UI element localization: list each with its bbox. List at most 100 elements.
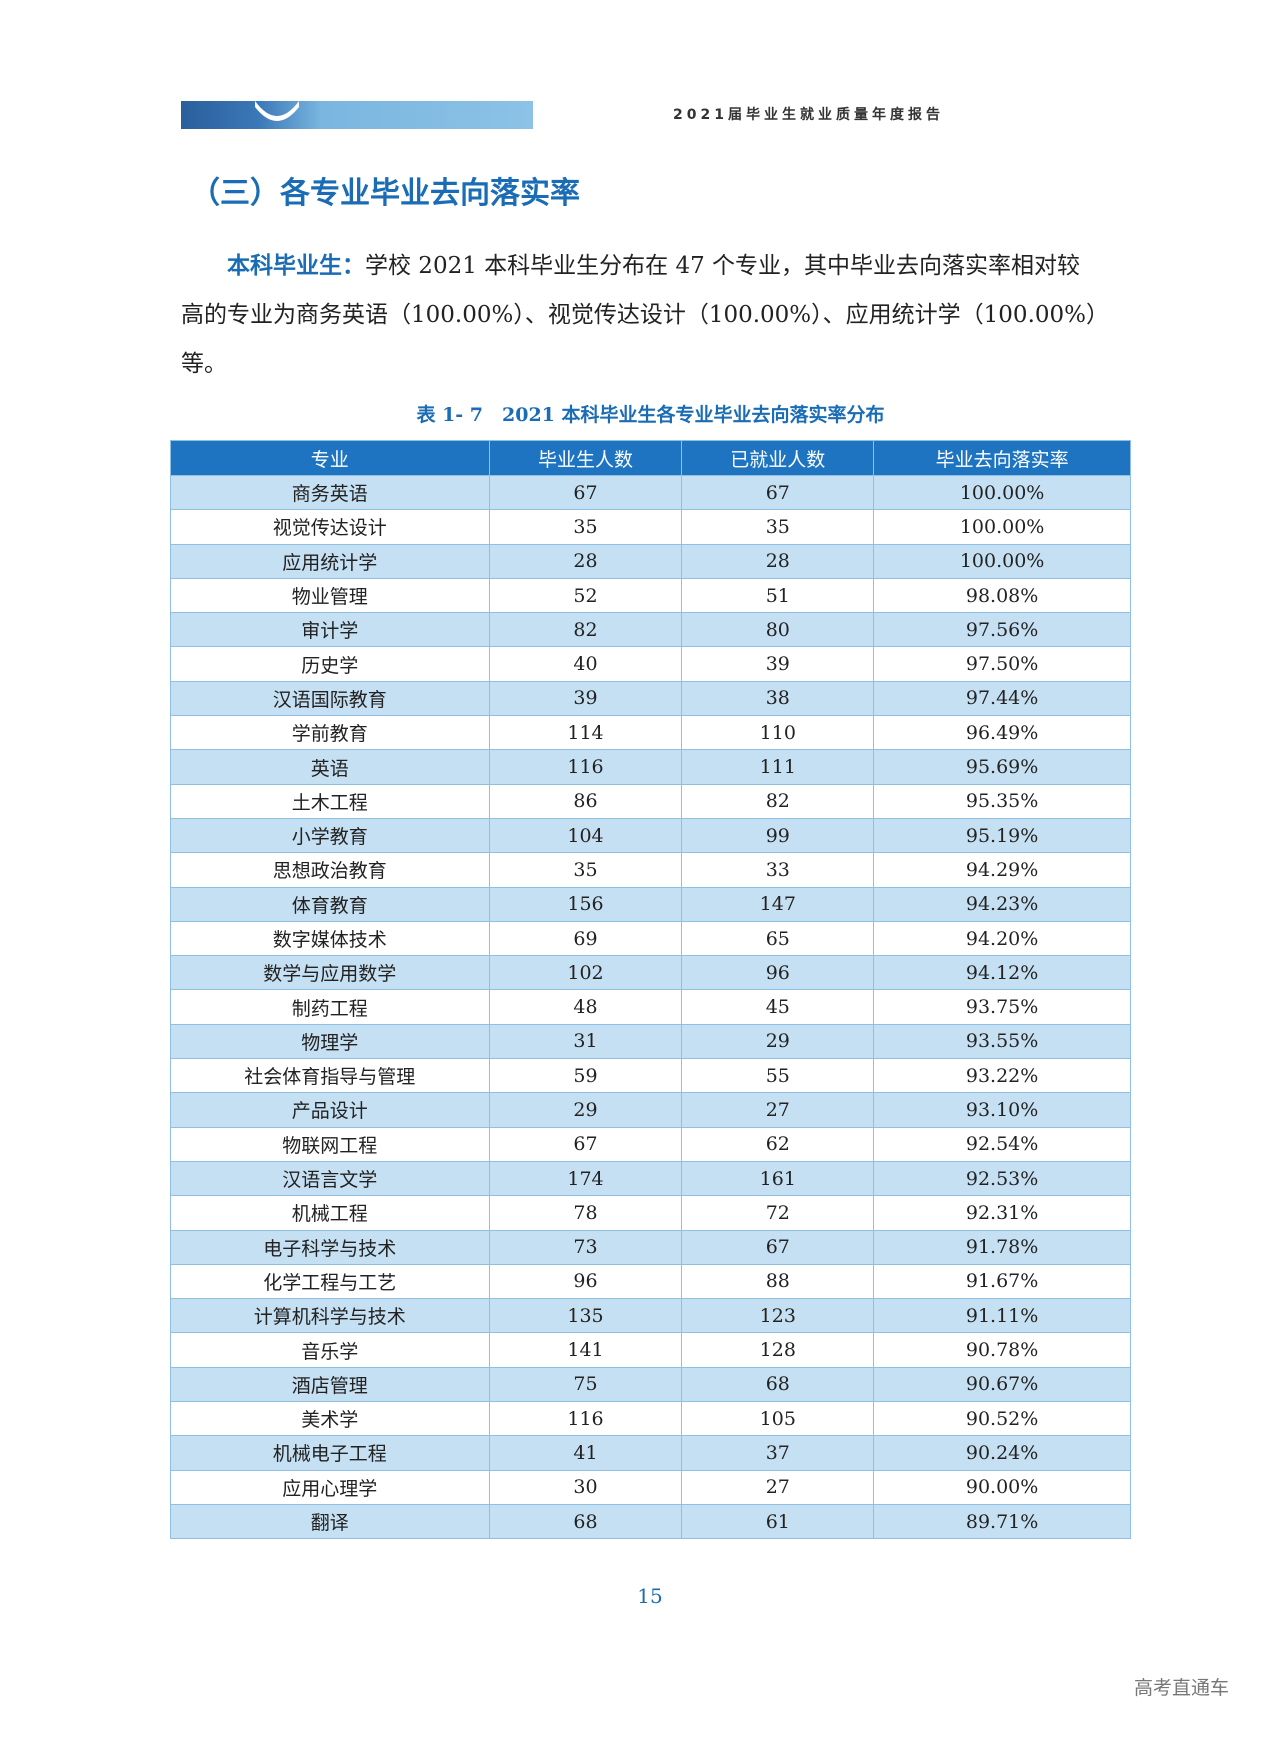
table-cell: 123 <box>681 1298 875 1334</box>
table-cell: 机械工程 <box>170 1195 490 1231</box>
table-cell: 111 <box>681 749 875 785</box>
table-cell: 59 <box>488 1058 683 1094</box>
table-row: 应用心理学 30 27 90.00% <box>170 1469 1131 1505</box>
table-cell: 94.23% <box>873 886 1131 922</box>
table-cell: 29 <box>681 1023 875 1060</box>
table-body: 商务英语 67 67 100.00% 视觉传达设计 35 35 100.00% 应用统计学 28 2… <box>170 474 1131 1540</box>
table-cell: 38 <box>681 680 875 717</box>
table-cell: 86 <box>488 783 683 819</box>
table-row: 物联网工程 67 62 92.54% <box>170 1126 1131 1162</box>
table-cell: 92.53% <box>873 1160 1131 1197</box>
table-row: 音乐学 141 128 90.78% <box>170 1332 1131 1368</box>
table-cell: 55 <box>681 1058 875 1094</box>
header-logo <box>255 101 299 121</box>
table-cell: 156 <box>488 886 683 922</box>
table-cell: 62 <box>681 1126 875 1162</box>
table-row: 体育教育 156 147 94.23% <box>170 886 1131 922</box>
table-cell: 96 <box>488 1263 683 1300</box>
table-cell: 45 <box>681 989 875 1025</box>
table-cell: 82 <box>488 612 683 648</box>
watermark: 高考直通车 <box>1134 1677 1230 1699</box>
table-cell: 100.00% <box>873 543 1131 579</box>
table-cell: 116 <box>488 1401 683 1437</box>
table-row: 电子科学与技术 73 67 91.78% <box>170 1229 1131 1265</box>
table-cell: 89.71% <box>873 1503 1131 1540</box>
table-cell: 物业管理 <box>170 577 490 614</box>
table-cell: 土木工程 <box>170 783 490 819</box>
table-cell: 91.67% <box>873 1263 1131 1300</box>
table-cell: 汉语言文学 <box>170 1160 490 1197</box>
table-cell: 69 <box>488 920 683 957</box>
table-row: 小学教育 104 99 95.19% <box>170 817 1131 854</box>
table-cell: 92.54% <box>873 1126 1131 1162</box>
table-cell: 28 <box>681 543 875 579</box>
page-number: 15 <box>637 1584 663 1608</box>
table-row: 美术学 116 105 90.52% <box>170 1401 1131 1437</box>
table-cell: 历史学 <box>170 646 490 682</box>
header-bar <box>181 101 533 129</box>
table-cell: 音乐学 <box>170 1332 490 1368</box>
table-cell: 产品设计 <box>170 1092 490 1128</box>
table-cell: 英语 <box>170 749 490 785</box>
table-cell: 审计学 <box>170 612 490 648</box>
table-row: 视觉传达设计 35 35 100.00% <box>170 509 1131 545</box>
table-cell: 39 <box>488 680 683 717</box>
table-cell: 汉语国际教育 <box>170 680 490 717</box>
column-header: 毕业生人数 <box>488 440 683 476</box>
table-cell: 90.00% <box>873 1469 1131 1505</box>
table-row: 机械电子工程 41 37 90.24% <box>170 1435 1131 1471</box>
table-cell: 电子科学与技术 <box>170 1229 490 1265</box>
table-cell: 31 <box>488 1023 683 1060</box>
data-table: 专业 毕业生人数 已就业人数 毕业去向落实率 商务英语 67 67 100.00% 视觉传达设… <box>170 440 1131 1540</box>
table-cell: 92.31% <box>873 1195 1131 1231</box>
table-row: 机械工程 78 72 92.31% <box>170 1195 1131 1231</box>
table-cell: 90.24% <box>873 1435 1131 1471</box>
table-cell: 75 <box>488 1366 683 1403</box>
table-cell: 41 <box>488 1435 683 1471</box>
table-cell: 酒店管理 <box>170 1366 490 1403</box>
table-row: 物业管理 52 51 98.08% <box>170 577 1131 614</box>
table-cell: 52 <box>488 577 683 614</box>
table-cell: 105 <box>681 1401 875 1437</box>
table-row: 数学与应用数学 102 96 94.12% <box>170 955 1131 991</box>
table-cell: 物理学 <box>170 1023 490 1060</box>
table-cell: 67 <box>681 474 875 511</box>
table-row: 汉语言文学 174 161 92.53% <box>170 1160 1131 1197</box>
table-cell: 80 <box>681 612 875 648</box>
table-cell: 128 <box>681 1332 875 1368</box>
table-row: 审计学 82 80 97.56% <box>170 612 1131 648</box>
table-cell: 147 <box>681 886 875 922</box>
table-cell: 48 <box>488 989 683 1025</box>
table-cell: 61 <box>681 1503 875 1540</box>
table-cell: 应用统计学 <box>170 543 490 579</box>
table-cell: 73 <box>488 1229 683 1265</box>
table-cell: 29 <box>488 1092 683 1128</box>
table-cell: 化学工程与工艺 <box>170 1263 490 1300</box>
table-row: 思想政治教育 35 33 94.29% <box>170 852 1131 888</box>
table-row: 英语 116 111 95.69% <box>170 749 1131 785</box>
table-cell: 数学与应用数学 <box>170 955 490 991</box>
table-cell: 91.11% <box>873 1298 1131 1334</box>
table-row: 翻译 68 61 89.71% <box>170 1503 1131 1540</box>
table-cell: 161 <box>681 1160 875 1197</box>
table-cell: 93.22% <box>873 1058 1131 1094</box>
table-cell: 68 <box>681 1366 875 1403</box>
table-row: 社会体育指导与管理 59 55 93.22% <box>170 1058 1131 1094</box>
table-cell: 135 <box>488 1298 683 1334</box>
table-cell: 97.50% <box>873 646 1131 682</box>
table-row: 产品设计 29 27 93.10% <box>170 1092 1131 1128</box>
table-cell: 90.67% <box>873 1366 1131 1403</box>
table-cell: 小学教育 <box>170 817 490 854</box>
table-cell: 94.29% <box>873 852 1131 888</box>
header-title: 2021届毕业生就业质量年度报告 <box>673 107 944 123</box>
table-cell: 94.20% <box>873 920 1131 957</box>
column-header: 已就业人数 <box>681 440 875 476</box>
table-cell: 40 <box>488 646 683 682</box>
table-cell: 27 <box>681 1469 875 1505</box>
table-row: 物理学 31 29 93.55% <box>170 1023 1131 1060</box>
table-cell: 94.12% <box>873 955 1131 991</box>
table-cell: 90.52% <box>873 1401 1131 1437</box>
table-cell: 67 <box>488 1126 683 1162</box>
table-cell: 商务英语 <box>170 474 490 511</box>
